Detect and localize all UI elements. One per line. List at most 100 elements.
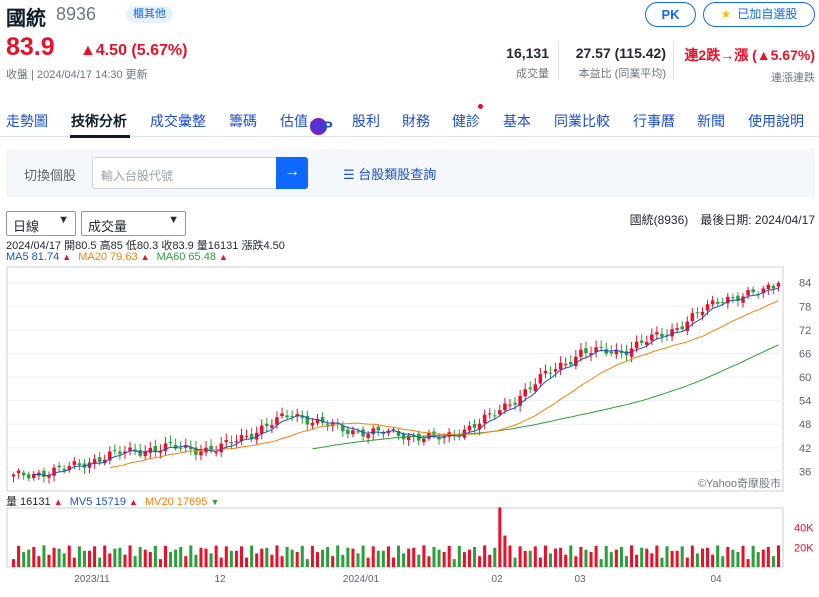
candle [249,433,254,439]
volume-bar [660,557,664,567]
category-tag[interactable]: 櫃其他 [126,6,173,23]
volume-bar [483,545,487,567]
candle [244,435,249,437]
candle [57,465,61,468]
add-favorite-button[interactable]: ★ 已加自選股 [703,2,815,27]
tab-technical[interactable]: 技術分析 [71,113,127,129]
volume-bar [82,550,86,567]
volume-bar [422,545,426,567]
tab-financial[interactable]: 財務 [402,113,430,129]
volume-bar [538,557,542,567]
volume-bar [488,554,492,567]
candle [168,441,173,444]
volume-bar [457,545,461,567]
candle [396,431,401,436]
tab-basic[interactable]: 基本 [503,113,531,129]
volume-bar [574,556,578,567]
volume-bar [771,556,775,567]
candle [16,470,21,474]
candle [123,451,127,454]
candle [315,418,320,424]
volume-bar [295,552,299,567]
volume-bar [305,559,309,567]
indicator-select[interactable]: 成交量 ▼ [81,211,186,236]
volume-bar [179,546,183,567]
volume-bar [199,547,203,567]
candle [310,422,315,426]
candle [178,447,183,449]
volume-bar [290,549,294,567]
candle [290,415,294,417]
volume-bar [599,559,603,567]
volume-bar [528,550,532,567]
stock-switcher: 切換個股 輸入台股代號 → ☰ 台股類股查詢 [6,149,815,197]
volume-bar [93,546,97,567]
candle [513,402,517,405]
candle [97,457,102,463]
pk-button[interactable]: PK [645,2,696,27]
candle [138,450,142,456]
favorite-label: 已加自選股 [737,7,798,21]
candle [442,437,446,439]
volume-bar [776,545,780,567]
ma60-label: MA60 65.48 [156,251,216,263]
candle [376,426,381,431]
tab-news[interactable]: 新聞 [697,113,725,129]
volume-bar [366,557,370,567]
volume-bar [736,551,740,567]
volume-bar [158,559,162,567]
candle [467,425,472,431]
period-select[interactable]: 日線 ▼ [6,211,76,236]
candle [639,340,644,343]
candle [214,452,218,454]
stock-search-input[interactable]: 輸入台股代號 [92,157,277,189]
candle [270,425,274,428]
candle [128,447,132,451]
candle [234,441,239,443]
volume-bar [741,545,745,567]
candle [695,312,700,314]
volume-bar [62,553,66,567]
volume-bar [128,545,132,567]
tab-checkup[interactable]: 健診 [452,113,480,129]
tab-peers[interactable]: 同業比較 [554,113,610,129]
volume-bar [467,549,471,567]
volume-bar [300,545,304,567]
candle [705,304,710,311]
tab-chips[interactable]: 籌碼 [229,113,257,129]
tab-help[interactable]: 使用說明 [748,113,804,129]
volume-bar [761,549,765,567]
candle [553,369,558,372]
candle [229,442,234,444]
candle [761,288,766,294]
volume-bar [478,556,482,567]
volume-bar [640,547,644,567]
volume-bar [331,556,335,567]
arrow-right-icon[interactable]: → [276,157,308,189]
ma5-label: MA5 81.74 [6,251,60,263]
ma20-label: MA20 79.63 [78,251,138,263]
price-tick-label: 72 [799,325,811,337]
tab-trend[interactable]: 走勢圖 [6,113,48,129]
candle [47,474,51,478]
volume-bar [255,553,259,567]
candle [224,440,229,443]
volume-bar [12,559,16,567]
volume-bar [700,548,704,567]
candle [650,334,654,341]
tab-trades[interactable]: 成交彙整 [150,113,206,129]
volume-bar [280,556,284,567]
volume-bar [265,547,269,567]
volume-bar [402,553,406,567]
candle [254,432,259,440]
chevron-down-icon: ▼ [168,214,179,226]
volume-bar [655,545,659,567]
volume-bar [619,546,623,567]
tab-calendar[interactable]: 行事曆 [633,113,675,129]
tab-dividend[interactable]: 股利 [352,113,380,129]
volume-bar [108,553,112,567]
volume-bar [706,547,710,567]
category-query-link[interactable]: ☰ 台股類股查詢 [343,164,436,183]
watermark: ©Yahoo奇摩股市 [698,476,781,490]
